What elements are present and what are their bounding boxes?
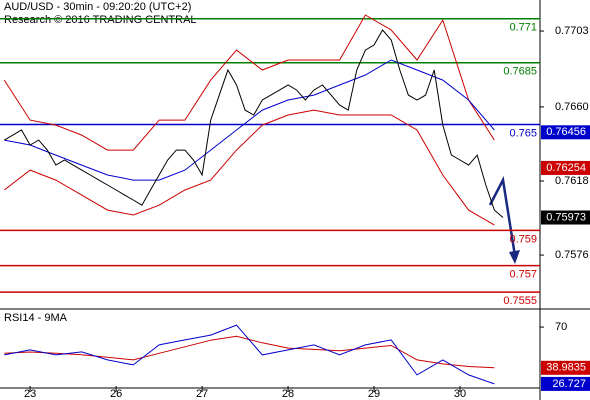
price-tag [541, 210, 590, 225]
x-tick-label: 23 [24, 388, 36, 400]
price-tag-label: 0.75973 [546, 211, 586, 223]
x-tick-label: 30 [454, 388, 466, 400]
y-tick-label: 0.7703 [555, 25, 589, 37]
x-tick-label: 26 [110, 388, 122, 400]
forecast-arrowhead [509, 250, 520, 264]
y-tick-label: 70 [555, 321, 567, 333]
x-tick-label: 27 [196, 388, 208, 400]
series-line [3, 109, 495, 226]
price-tag [541, 360, 590, 375]
series-line [4, 29, 504, 218]
price-tag [541, 125, 590, 140]
price-tag-label: 26.727 [552, 378, 586, 390]
chart-subtitle: Research © 2016 TRADING CENTRAL [4, 14, 197, 26]
level-label: 0.759 [509, 233, 537, 245]
x-tick-label: 28 [282, 388, 294, 400]
series-line [4, 59, 495, 181]
rsi-title: RSI14 - 9MA [4, 312, 68, 324]
series-line [3, 14, 495, 151]
level-label: 0.7685 [503, 66, 537, 78]
price-tag [541, 376, 590, 391]
series-line [4, 324, 495, 385]
price-tag-label: 0.76254 [546, 162, 586, 174]
level-label: 0.7555 [503, 295, 537, 307]
price-tag [541, 160, 590, 175]
y-tick-label: 0.7576 [555, 249, 589, 261]
price-tag-label: 38.9835 [546, 362, 586, 374]
level-label: 0.757 [509, 269, 537, 281]
level-label: 0.771 [509, 22, 537, 34]
y-tick-label: 0.7660 [555, 101, 589, 113]
x-tick-label: 29 [368, 388, 380, 400]
y-tick-label: 0.7618 [555, 175, 589, 187]
level-label: 0.765 [509, 127, 537, 139]
chart-title: AUD/USD - 30min - 09:20:20 (UTC+2) [4, 1, 191, 13]
price-tag-label: 0.76456 [546, 126, 586, 138]
